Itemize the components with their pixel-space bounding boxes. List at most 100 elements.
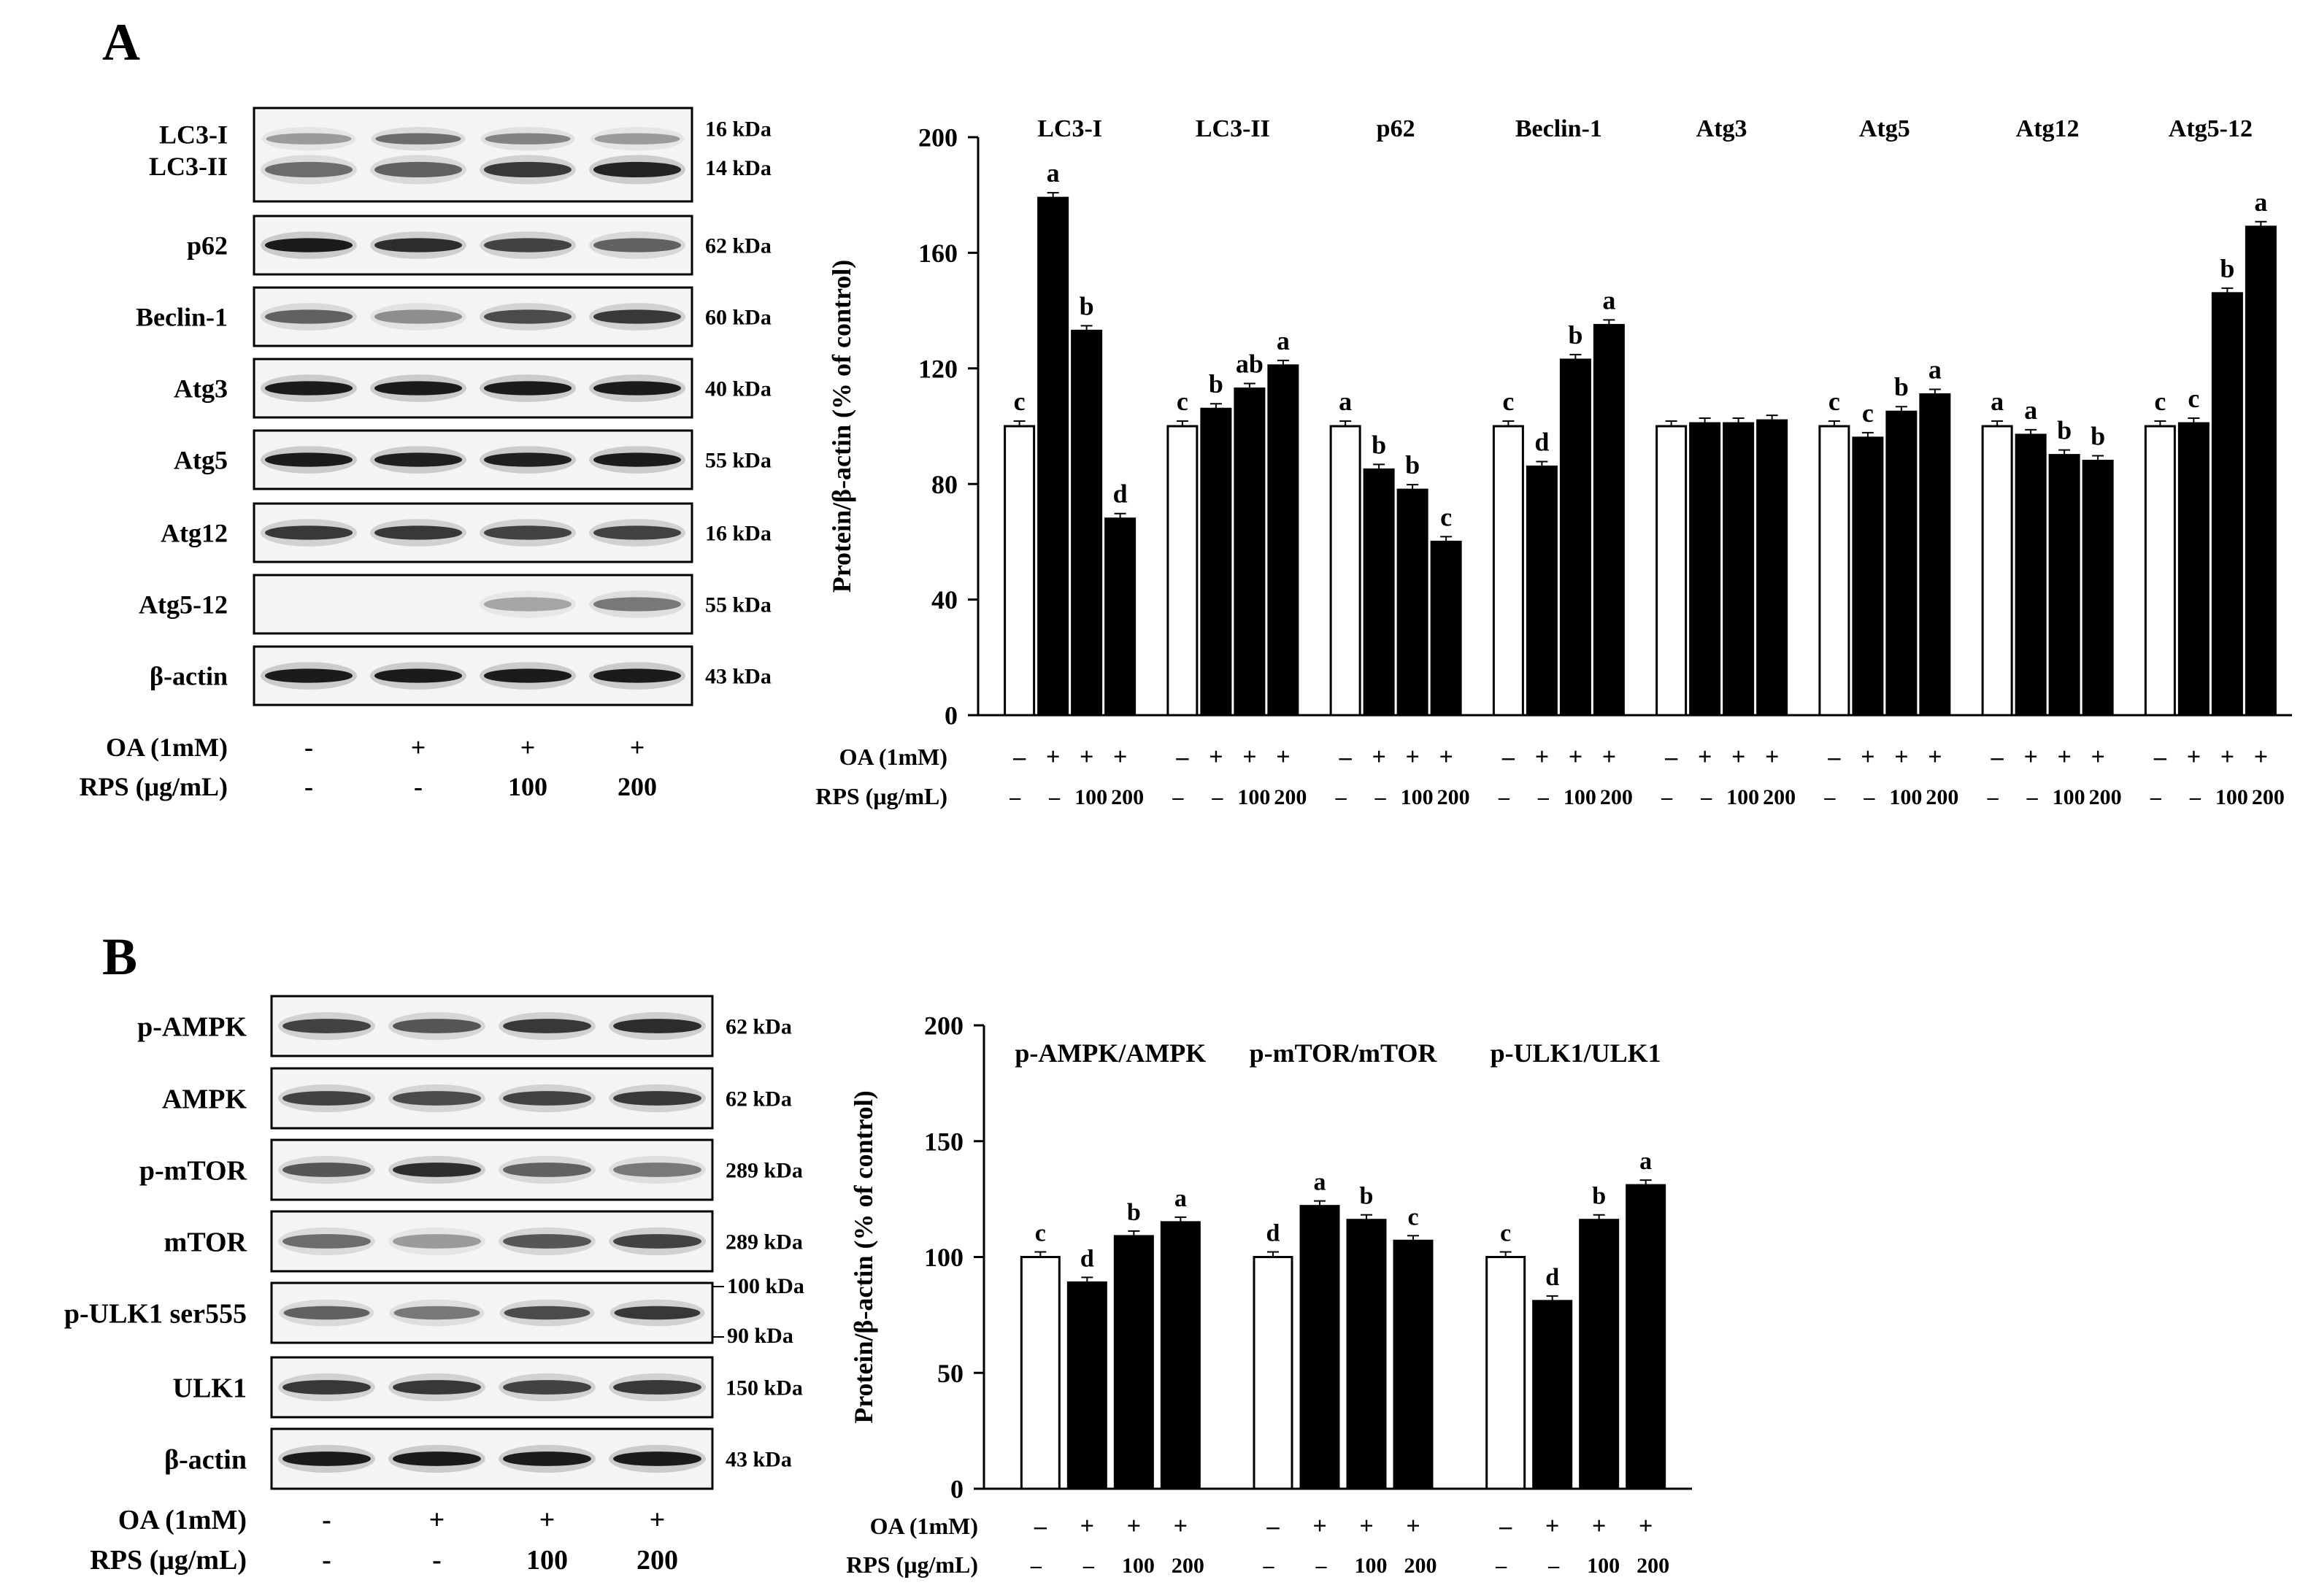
band <box>503 1019 591 1033</box>
significance-letter: c <box>1862 398 1874 428</box>
group-title: LC3-II <box>1196 115 1270 142</box>
bar-group-p-mtor-mtor: p-mTOR/mTOR d – a + b + c + – – 100 200 <box>1250 1038 1438 1578</box>
rps-value: 200 <box>2089 785 2122 809</box>
y-tick-label: 150 <box>924 1127 964 1156</box>
blot-treatment-labels: OA (1mM) RPS (μg/mL) - - + - +100 +200 <box>80 733 657 801</box>
group-title: p-mTOR/mTOR <box>1250 1038 1438 1068</box>
band <box>484 381 572 396</box>
band-halo <box>480 590 576 618</box>
rps-value: 200 <box>1172 1554 1204 1578</box>
band <box>613 1163 701 1177</box>
bar <box>1981 425 2013 717</box>
oa-sign: + <box>1242 744 1256 771</box>
band <box>282 1452 371 1466</box>
bar <box>1037 196 1069 717</box>
bar-group-lc3-ii: LC3-IIc–b+ab+a+– –100 200 <box>1166 115 1307 809</box>
significance-letter: c <box>1828 387 1840 416</box>
protein-label: p-AMPK <box>137 1011 247 1042</box>
bar <box>1104 517 1137 717</box>
rps-value: – <box>1495 1554 1507 1578</box>
rps-value: – <box>1211 785 1223 809</box>
blot-box-atg12: Atg12 16 kDa <box>161 502 772 563</box>
oa-sign: + <box>539 1505 555 1535</box>
blot-box-ulk1: ULK1 150 kDa <box>173 1356 803 1419</box>
bar <box>1655 425 1688 717</box>
oa-sign: + <box>1276 744 1290 771</box>
bar <box>1234 388 1266 717</box>
oa-sign: – <box>1827 744 1841 771</box>
oa-sign: + <box>1569 744 1582 771</box>
y-tick-label: 200 <box>918 123 958 153</box>
bar <box>1393 1239 1434 1490</box>
rps-value: 200 <box>1404 1554 1437 1578</box>
significance-letter: a <box>1047 158 1060 188</box>
oa-sign: + <box>1592 1513 1606 1540</box>
oa-sign: + <box>2220 744 2234 771</box>
bar <box>1818 425 1850 717</box>
band <box>613 1091 701 1106</box>
bar <box>1430 540 1462 717</box>
rps-value: 200 <box>1926 785 1958 809</box>
rps-value: 100 <box>1564 785 1596 809</box>
oa-sign: – <box>1664 744 1678 771</box>
y-axis-label: Protein/β-actin (% of control) <box>849 1090 878 1424</box>
oa-sign: + <box>1080 1513 1094 1540</box>
rps-value: 100 <box>1122 1554 1155 1578</box>
oa-sign: + <box>1312 1513 1326 1540</box>
bar-group-p-ulk1-ulk1: p-ULK1/ULK1 c – d + b + a + – – 100 200 <box>1485 1038 1669 1578</box>
significance-letter: a <box>1991 387 2004 416</box>
bar <box>1626 1184 1666 1490</box>
significance-letter: b <box>2220 254 2234 283</box>
protein-label: ULK1 <box>173 1373 247 1403</box>
band <box>593 668 681 683</box>
rps-value: 100 <box>508 772 547 801</box>
oa-sign: + <box>1080 744 1093 771</box>
oa-sign: + <box>1359 1513 1373 1540</box>
significance-letter: b <box>1405 450 1420 479</box>
rps-value: – <box>1661 785 1673 809</box>
blot-box-p-ulk1-ser555: p-ULK1 ser555 100 kDa 90 kDa <box>64 1274 804 1348</box>
band-lc3-i <box>375 133 461 144</box>
band <box>374 668 462 683</box>
band <box>593 238 681 252</box>
protein-label: LC3-II <box>149 152 228 181</box>
y-tick-label: 40 <box>931 585 958 614</box>
band <box>265 525 353 540</box>
band <box>374 238 462 252</box>
y-tick-label: 160 <box>918 239 958 268</box>
rps-value: – <box>1700 785 1712 809</box>
bar <box>2211 292 2243 717</box>
band <box>484 309 572 324</box>
blot-frame <box>253 107 693 203</box>
group-title: LC3-I <box>1037 115 1102 142</box>
y-tick-label: 0 <box>945 701 958 730</box>
oa-sign: + <box>2187 744 2201 771</box>
rps-value: 100 <box>1889 785 1922 809</box>
protein-label: p-ULK1 ser555 <box>64 1298 247 1329</box>
rps-value: – <box>1335 785 1347 809</box>
significance-letter: d <box>1534 427 1549 456</box>
kda-label: 60 kDa <box>705 306 772 330</box>
rps-value: – <box>1863 785 1875 809</box>
bar <box>1113 1235 1154 1490</box>
group-title: p-AMPK/AMPK <box>1015 1038 1206 1068</box>
group-title: Atg5 <box>1859 115 1910 142</box>
band-lc3-i <box>594 133 680 144</box>
oa-sign: – <box>1499 1513 1512 1540</box>
significance-letter: ab <box>1236 350 1264 379</box>
bar <box>1689 422 1721 717</box>
rps-value: 100 <box>2215 785 2248 809</box>
protein-label: p62 <box>187 231 228 261</box>
rps-value: – <box>1498 785 1510 809</box>
kda-label: 289 kDa <box>726 1230 803 1254</box>
significance-letter: c <box>2154 387 2166 416</box>
oa-sign: + <box>429 1505 445 1535</box>
bar <box>1526 465 1558 717</box>
bar <box>1066 1281 1107 1490</box>
rps-value: 100 <box>2053 785 2085 809</box>
oa-sign: + <box>1861 744 1874 771</box>
significance-letter: c <box>1177 387 1188 416</box>
